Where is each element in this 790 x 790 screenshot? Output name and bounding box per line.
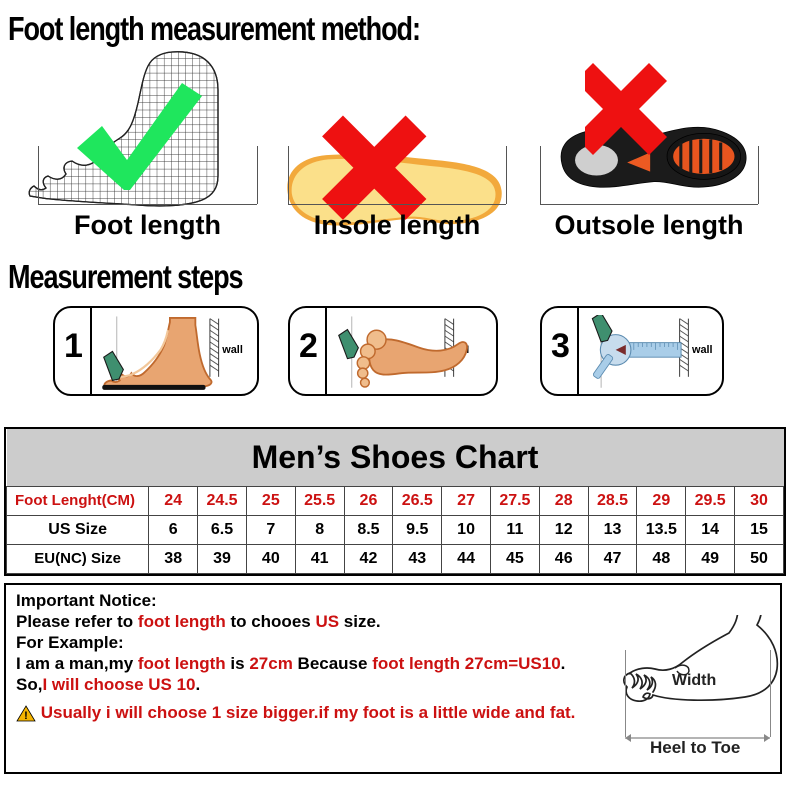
svg-text:wall: wall [691,344,713,356]
svg-text:wall: wall [221,344,243,356]
svg-text:!: ! [24,710,28,722]
